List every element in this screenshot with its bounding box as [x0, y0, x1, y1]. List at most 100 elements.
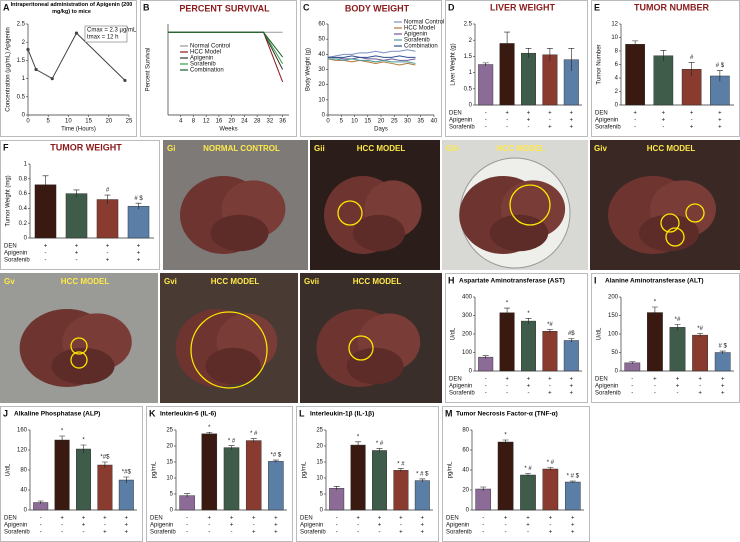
y-tick-label: 100	[608, 332, 619, 338]
significance-label: # $	[716, 63, 725, 69]
treatment-sign: +	[356, 516, 360, 522]
significance-label: *#$	[100, 455, 110, 461]
x-tick-label: 15	[85, 119, 92, 125]
y-tick-label: 0	[320, 508, 324, 514]
chart-title: TUMOR WEIGHT	[50, 142, 122, 152]
panel-frame	[442, 406, 590, 542]
chart-title: Alkaline Phosphatase (ALP)	[14, 411, 100, 418]
bar	[118, 479, 134, 511]
treatment-sign: -	[634, 118, 636, 124]
treatment-sign: -	[549, 384, 551, 390]
y-tick-label: 0.8	[19, 176, 28, 182]
treatment-sign: +	[718, 125, 722, 131]
y-tick-label: 0	[24, 236, 28, 242]
treatment-sign: -	[400, 523, 402, 529]
bar	[563, 340, 579, 372]
y-tick-label: 25	[166, 428, 173, 434]
panel-frame	[300, 0, 442, 137]
treatment-sign: -	[631, 377, 633, 383]
treatment-name: DEN	[446, 516, 459, 522]
error-bar	[42, 175, 49, 194]
treatment-sign: -	[45, 258, 47, 264]
error-bar	[651, 306, 658, 319]
treatment-sign: +	[125, 530, 129, 536]
treatment-name: Sorafenib	[4, 530, 30, 536]
bar	[542, 468, 559, 511]
annotation: Cmax = 2.3 µg/mL	[87, 28, 137, 34]
treatment-sign: +	[527, 111, 531, 117]
treatment-sign: +	[82, 523, 86, 529]
treatment-sign: +	[103, 516, 107, 522]
y-tick-label: 20	[318, 82, 325, 88]
significance-label: * # $	[416, 472, 429, 478]
error-bar	[525, 317, 532, 324]
data-point	[74, 31, 79, 35]
treatment-sign: +	[527, 377, 531, 383]
treatment-sign: +	[208, 516, 212, 522]
y-tick-label: 5	[170, 492, 174, 498]
treatment-sign: -	[83, 530, 85, 536]
treatment-sign: -	[336, 530, 338, 536]
treatment-name: DEN	[449, 377, 462, 383]
tumor-circle	[509, 184, 551, 226]
treatment-sign: +	[690, 125, 694, 131]
bar	[268, 461, 284, 511]
error-bar	[37, 500, 44, 504]
x-tick-label: 20	[105, 119, 112, 125]
bar	[245, 440, 262, 511]
y-tick-label: 0.2	[19, 221, 28, 227]
x-axis-label: Days	[374, 127, 388, 133]
treatment-sign: +	[527, 118, 531, 124]
treatment-name: Apigenin	[300, 523, 323, 529]
y-tick-label: 300	[462, 313, 473, 319]
panel-frame	[0, 406, 143, 542]
error-bar	[123, 476, 130, 483]
x-tick-label: 5	[47, 119, 51, 125]
significance-label: *#	[675, 317, 681, 323]
panel-letter: E	[594, 2, 600, 12]
tumor-circle	[685, 203, 705, 223]
treatment-sign: -	[691, 118, 693, 124]
treatment-sign: +	[548, 111, 552, 117]
y-tick-label: 400	[462, 295, 473, 301]
treatment-sign: -	[677, 391, 679, 397]
treatment-sign: -	[482, 530, 484, 536]
significance-label: *	[527, 311, 530, 317]
treatment-sign: +	[75, 244, 79, 250]
y-axis-label: Body Weight (g)	[306, 48, 312, 91]
photo-label: Giv	[594, 144, 607, 153]
y-tick-label: 80	[20, 468, 27, 474]
error-bar	[719, 350, 726, 354]
panel-frame	[296, 406, 439, 542]
y-tick-label: 0	[466, 508, 470, 514]
treatment-sign: -	[506, 384, 508, 390]
liver-lobe	[346, 347, 404, 385]
error-bar	[546, 48, 553, 62]
photo-title: HCC MODEL	[357, 144, 406, 153]
y-tick-label: 80	[462, 428, 469, 434]
treatment-sign: -	[107, 251, 109, 257]
y-tick-label: 1	[22, 76, 26, 82]
error-bar	[419, 478, 426, 483]
treatment-name: DEN	[4, 516, 17, 522]
treatment-sign: -	[104, 523, 106, 529]
error-bar	[504, 307, 511, 318]
treatment-sign: +	[548, 391, 552, 397]
treatment-sign: +	[690, 111, 694, 117]
treatment-sign: +	[75, 251, 79, 257]
treatment-name: DEN	[300, 516, 313, 522]
error-bar	[184, 493, 191, 498]
bar	[393, 470, 409, 511]
treatment-sign: +	[718, 118, 722, 124]
y-axis-label: Tumor Weight (mg)	[6, 175, 12, 226]
treatment-name: Sorafenib	[150, 530, 176, 536]
treatment-sign: -	[528, 125, 530, 131]
y-tick-label: 4	[615, 76, 619, 82]
y-tick-label: 50	[318, 37, 325, 43]
treatment-name: Sorafenib	[4, 258, 30, 264]
treatment-name: DEN	[4, 244, 17, 250]
error-bar	[547, 467, 554, 471]
y-axis-label: Liver Weight (g)	[451, 43, 457, 85]
treatment-name: Sorafenib	[595, 125, 621, 131]
significance-label: *#	[547, 322, 553, 328]
